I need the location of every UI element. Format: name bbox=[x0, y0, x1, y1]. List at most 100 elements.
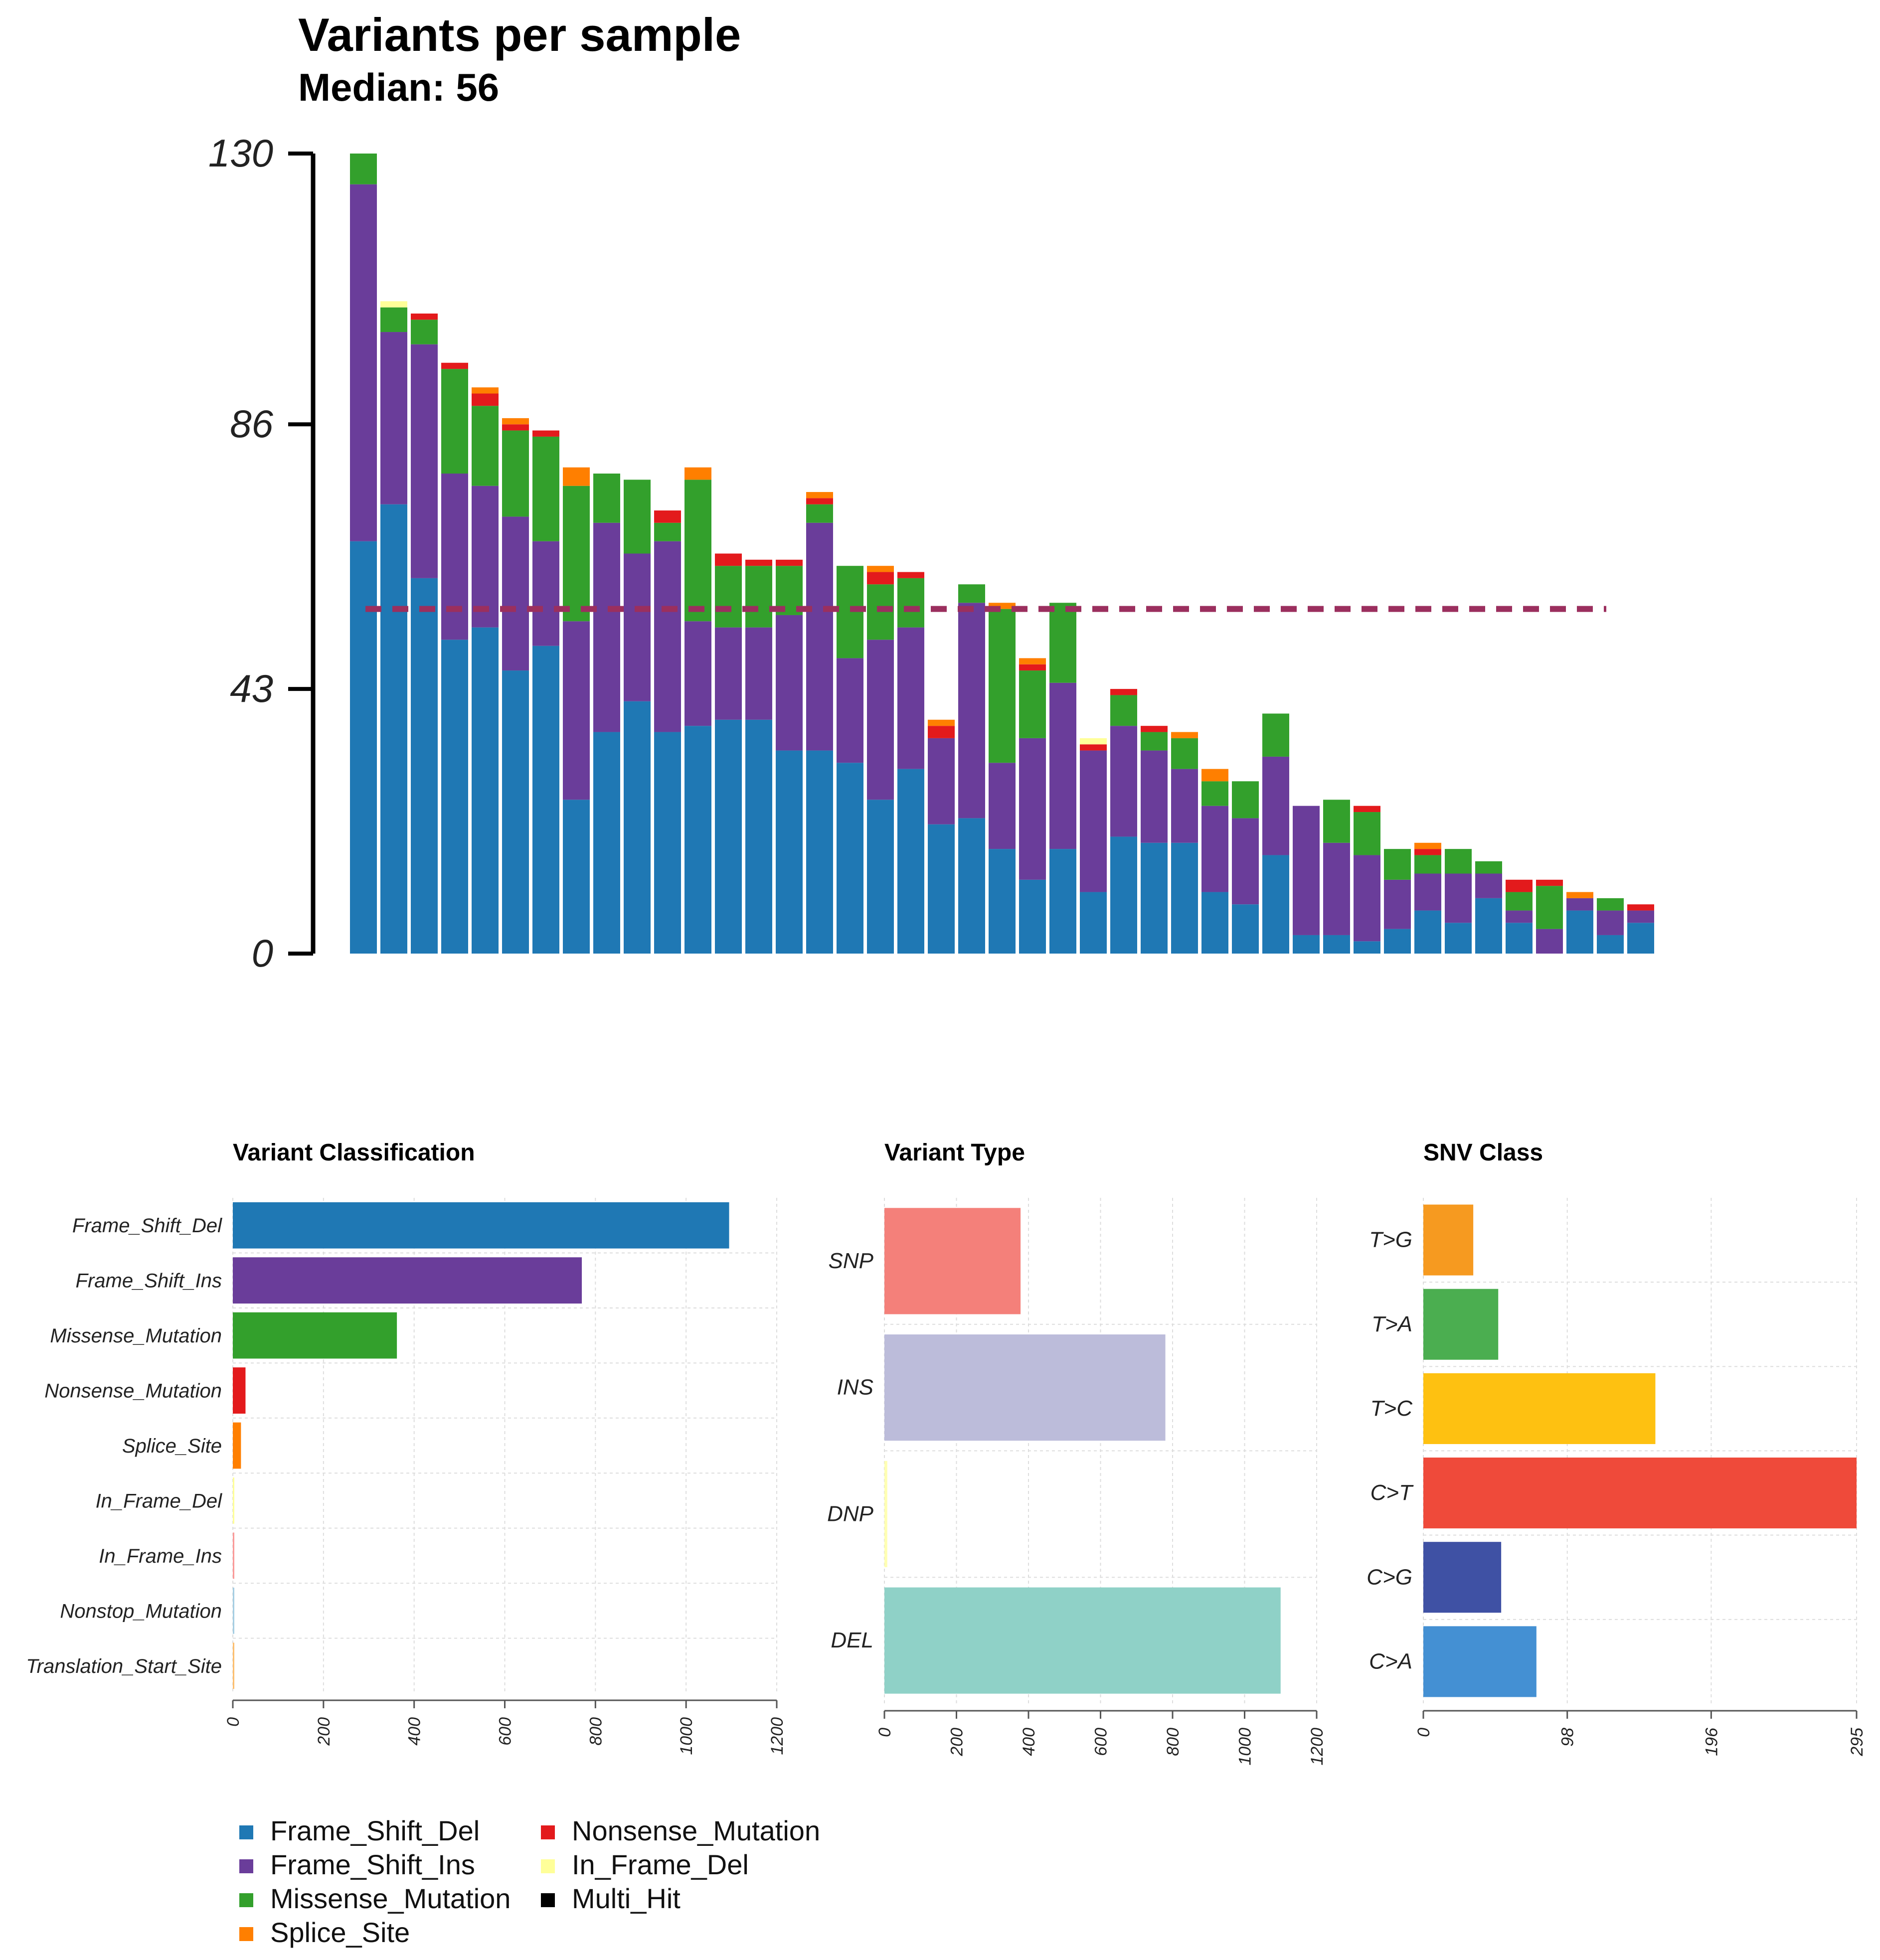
bar-segment-nonsense-mutation bbox=[1536, 879, 1563, 886]
chart-title: Variants per sample bbox=[298, 8, 741, 61]
panel-title: Variant Type bbox=[884, 1140, 1025, 1166]
bar-t-a bbox=[1423, 1289, 1499, 1360]
legend-label: Frame_Shift_Del bbox=[270, 1815, 480, 1846]
bar-segment-splice-site bbox=[502, 418, 529, 425]
bar-segment-frame-shift-ins bbox=[1080, 750, 1107, 892]
bar-segment-frame-shift-ins bbox=[1536, 929, 1563, 954]
bar-segment-nonsense-mutation bbox=[532, 430, 559, 437]
bar-t-g bbox=[1423, 1204, 1474, 1276]
bar-segment-splice-site bbox=[563, 467, 590, 486]
bar-segment-frame-shift-del bbox=[837, 763, 863, 954]
bar-segment-frame-shift-ins bbox=[1110, 726, 1137, 837]
bar-segment-frame-shift-del bbox=[776, 750, 803, 954]
bar-segment-frame-shift-ins bbox=[715, 627, 742, 720]
bar-segment-missense-mutation bbox=[1354, 812, 1380, 855]
bar-segment-missense-mutation bbox=[1445, 849, 1472, 874]
bar-segment-frame-shift-del bbox=[593, 732, 620, 954]
bar-segment-frame-shift-ins bbox=[684, 621, 711, 726]
bar-segment-frame-shift-del bbox=[563, 800, 590, 954]
legend-label: Multi_Hit bbox=[572, 1883, 681, 1914]
bar-segment-nonsense-mutation bbox=[1110, 689, 1137, 695]
bar-segment-missense-mutation bbox=[1141, 732, 1168, 751]
bar-segment-splice-site bbox=[1201, 769, 1228, 782]
bar-segment-missense-mutation bbox=[684, 480, 711, 622]
legend-swatch bbox=[239, 1825, 253, 1839]
bar-segment-frame-shift-ins bbox=[1049, 682, 1076, 849]
bar-segment-missense-mutation bbox=[472, 406, 499, 486]
bar-segment-nonsense-mutation bbox=[502, 424, 529, 431]
bar-segment-missense-mutation bbox=[502, 430, 529, 517]
bar-segment-missense-mutation bbox=[1019, 670, 1046, 738]
bar-segment-frame-shift-del bbox=[1049, 849, 1076, 954]
category-label: Nonsense_Mutation bbox=[44, 1380, 222, 1402]
bar-segment-missense-mutation bbox=[958, 584, 985, 603]
category-label: SNP bbox=[829, 1249, 874, 1273]
variant-type-panel: Variant Type SNP INS DNP DEL 0 200 400 600 800 100… bbox=[827, 1140, 1327, 1766]
bar-segment-frame-shift-ins bbox=[441, 474, 468, 640]
bar-segment-missense-mutation bbox=[1171, 738, 1198, 769]
legend-swatch bbox=[239, 1893, 253, 1907]
bar-segment-missense-mutation bbox=[806, 504, 833, 523]
bar-segment-frame-shift-ins bbox=[1019, 738, 1046, 880]
y-tick-label: 0 bbox=[252, 931, 273, 975]
x-tick-label: 800 bbox=[1164, 1728, 1183, 1756]
bar-segment-nonsense-mutation bbox=[745, 559, 772, 566]
bar-segment-frame-shift-ins bbox=[411, 344, 438, 578]
bar-segment-frame-shift-del bbox=[745, 719, 772, 954]
legend-label: Nonsense_Mutation bbox=[572, 1815, 820, 1846]
bar-segment-missense-mutation bbox=[1414, 855, 1441, 874]
bar-segment-frame-shift-del bbox=[350, 541, 377, 954]
x-tick-label: 1200 bbox=[768, 1717, 787, 1755]
x-tick-label: 196 bbox=[1702, 1728, 1721, 1756]
x-tick-label: 600 bbox=[1092, 1728, 1111, 1756]
x-tick-label: 98 bbox=[1558, 1728, 1577, 1747]
bar-segment-frame-shift-del bbox=[715, 719, 742, 954]
category-label: In_Frame_Del bbox=[96, 1490, 223, 1512]
x-tick-label: 0 bbox=[1414, 1728, 1433, 1737]
bar-segment-frame-shift-ins bbox=[776, 615, 803, 751]
bar-segment-frame-shift-ins bbox=[897, 627, 924, 769]
bar-segment-frame-shift-ins bbox=[1232, 818, 1259, 905]
bar-segment-frame-shift-ins bbox=[867, 640, 894, 800]
bar-segment-frame-shift-ins bbox=[989, 763, 1016, 849]
bar-segment-missense-mutation bbox=[1597, 898, 1624, 911]
legend-label: In_Frame_Del bbox=[572, 1849, 749, 1880]
bar-segment-splice-site bbox=[1566, 892, 1593, 898]
bar-segment-nonsense-mutation bbox=[928, 726, 955, 738]
bar-segment-frame-shift-del bbox=[1110, 836, 1137, 954]
bar-segment-frame-shift-del bbox=[472, 627, 499, 954]
bar-segment-nonsense-mutation bbox=[776, 559, 803, 566]
legend: Frame_Shift_DelFrame_Shift_InsMissense_M… bbox=[239, 1815, 820, 1948]
bar-segment-nonsense-mutation bbox=[867, 572, 894, 585]
category-label: DNP bbox=[827, 1501, 874, 1526]
category-label: T>A bbox=[1371, 1312, 1412, 1336]
bar-splice-site bbox=[233, 1422, 241, 1469]
bar-segment-missense-mutation bbox=[1384, 849, 1411, 880]
bar-segment-frame-shift-del bbox=[989, 849, 1016, 954]
bar-segment-frame-shift-del bbox=[1171, 842, 1198, 954]
bar-segment-missense-mutation bbox=[380, 307, 407, 332]
bar-segment-frame-shift-ins bbox=[532, 541, 559, 646]
bar-segment-frame-shift-del bbox=[502, 670, 529, 954]
x-tick-label: 1000 bbox=[677, 1717, 696, 1755]
category-label: Splice_Site bbox=[122, 1435, 222, 1457]
x-tick-label: 200 bbox=[315, 1717, 334, 1746]
legend-swatch bbox=[239, 1927, 253, 1941]
bar-t-c bbox=[1423, 1373, 1656, 1444]
bar-segment-frame-shift-ins bbox=[472, 486, 499, 628]
bar-segment-frame-shift-ins bbox=[624, 553, 651, 701]
bar-segment-frame-shift-del bbox=[928, 824, 955, 954]
bar-segment-nonsense-mutation bbox=[654, 510, 681, 523]
x-tick-label: 800 bbox=[586, 1717, 605, 1746]
bar-segment-frame-shift-ins bbox=[1354, 855, 1380, 942]
bar-segment-nonsense-mutation bbox=[441, 362, 468, 369]
bar-nonstop-mutation bbox=[233, 1587, 234, 1634]
bar-ins bbox=[884, 1334, 1166, 1441]
bar-in-frame-ins bbox=[233, 1532, 234, 1579]
bar-segment-frame-shift-del bbox=[1475, 898, 1502, 954]
panel-title: SNV Class bbox=[1423, 1140, 1543, 1166]
bar-segment-frame-shift-ins bbox=[1262, 756, 1289, 855]
x-tick-label: 600 bbox=[496, 1717, 515, 1746]
bar-segment-in-frame-del bbox=[380, 301, 407, 308]
bar-segment-frame-shift-del bbox=[897, 769, 924, 954]
